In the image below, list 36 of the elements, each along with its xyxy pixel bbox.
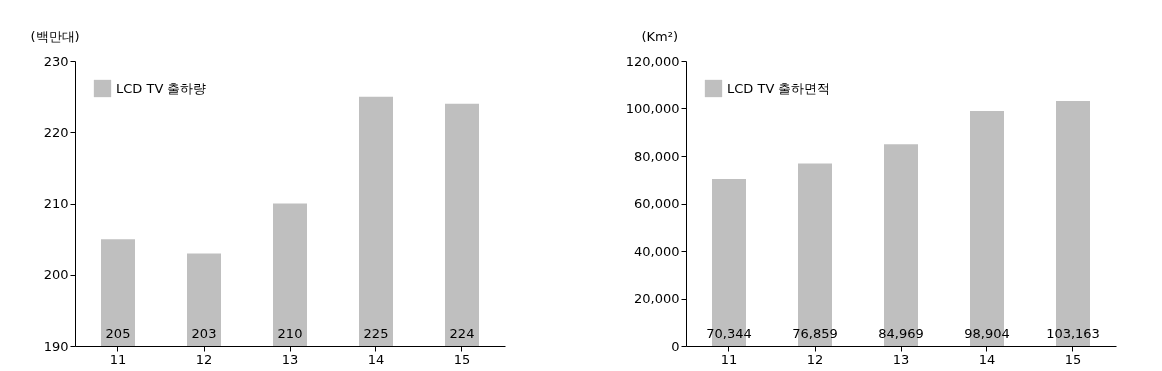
data-label: 103,163 bbox=[1046, 326, 1100, 341]
y-axis-title: (백만대) bbox=[30, 28, 80, 44]
x-tick-label: 15 bbox=[1064, 351, 1082, 367]
y-tick-label: 80,000 bbox=[634, 148, 680, 164]
data-label: 70,344 bbox=[706, 326, 752, 341]
y-tick-label: 100,000 bbox=[625, 101, 680, 116]
data-label: 98,904 bbox=[964, 326, 1010, 341]
legend-label: LCD TV 출하량 bbox=[116, 80, 207, 96]
data-label: 224 bbox=[449, 326, 475, 341]
x-tick-label: 13 bbox=[281, 351, 299, 367]
data-label: 225 bbox=[363, 326, 389, 341]
y-tick-label: 20,000 bbox=[634, 291, 680, 306]
data-label: 84,969 bbox=[878, 326, 924, 341]
x-tick-label: 15 bbox=[453, 351, 471, 367]
y-tick-label: 190 bbox=[43, 338, 69, 354]
x-tick-label: 11 bbox=[109, 351, 127, 367]
y-axis-title: (Km²) bbox=[641, 28, 679, 44]
y-tick-label: 0 bbox=[671, 338, 680, 354]
data-label: 203 bbox=[191, 326, 217, 341]
data-label: 205 bbox=[105, 326, 131, 341]
x-tick-label: 14 bbox=[978, 351, 996, 367]
data-label: 210 bbox=[277, 326, 303, 341]
x-tick-label: 12 bbox=[806, 351, 824, 367]
x-tick-label: 13 bbox=[892, 351, 910, 367]
x-tick-label: 11 bbox=[720, 351, 738, 367]
y-tick-label: 60,000 bbox=[634, 196, 680, 211]
y-tick-label: 220 bbox=[43, 124, 69, 140]
legend-label: LCD TV 출하면적 bbox=[727, 80, 831, 96]
y-tick-label: 120,000 bbox=[625, 53, 680, 69]
x-tick-label: 12 bbox=[195, 351, 213, 367]
x-tick-label: 14 bbox=[367, 351, 385, 367]
y-tick-label: 230 bbox=[43, 53, 69, 69]
y-tick-label: 200 bbox=[43, 267, 69, 283]
y-tick-label: 40,000 bbox=[634, 243, 680, 259]
y-tick-label: 210 bbox=[43, 196, 69, 211]
data-label: 76,859 bbox=[792, 326, 838, 341]
